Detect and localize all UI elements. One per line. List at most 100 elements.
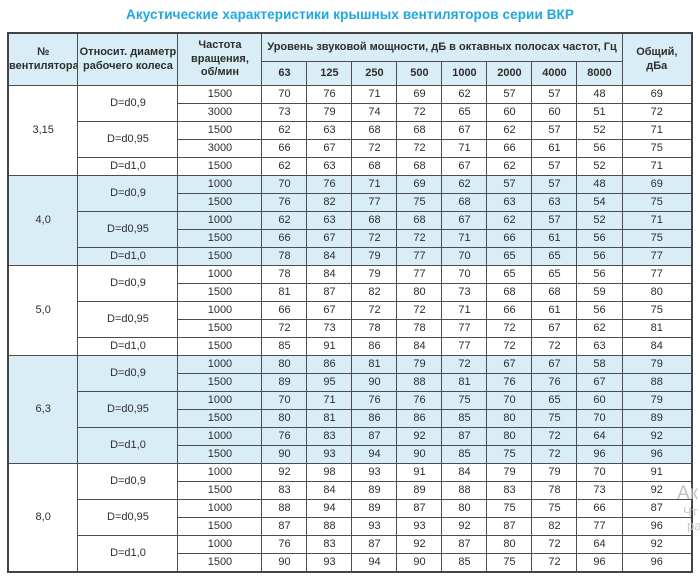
spl-value-cell: 78 bbox=[261, 247, 308, 266]
spl-value-cell: 90 bbox=[261, 445, 308, 464]
spl-value-cell: 67 bbox=[441, 157, 488, 176]
spl-value-cell: 68 bbox=[351, 211, 398, 230]
spl-value-cell: 88 bbox=[396, 373, 443, 392]
spl-value-cell: 87 bbox=[441, 535, 488, 554]
spl-value-cell: 80 bbox=[261, 409, 308, 428]
spl-value-cell: 62 bbox=[261, 157, 308, 176]
spl-value-cell: 67 bbox=[531, 355, 578, 374]
spl-value-cell: 61 bbox=[531, 229, 578, 248]
spl-value-cell: 93 bbox=[351, 517, 398, 536]
diameter-cell: D=d0,9 bbox=[77, 463, 179, 500]
spl-value-cell: 76 bbox=[396, 391, 443, 410]
total-level-cell: 84 bbox=[621, 337, 693, 356]
spl-value-cell: 80 bbox=[486, 427, 533, 446]
spl-value-cell: 64 bbox=[576, 427, 623, 446]
spl-value-cell: 73 bbox=[306, 319, 353, 338]
spl-value-cell: 71 bbox=[441, 229, 488, 248]
total-level-cell: 91 bbox=[621, 463, 693, 482]
spl-value-cell: 61 bbox=[531, 139, 578, 158]
spl-value-cell: 63 bbox=[306, 121, 353, 140]
spl-value-cell: 86 bbox=[396, 409, 443, 428]
spl-value-cell: 75 bbox=[531, 409, 578, 428]
fan-size-cell: 6,3 bbox=[7, 355, 79, 464]
spl-value-cell: 67 bbox=[531, 319, 578, 338]
table-header: № вентилятора Относит. диаметр рабочего … bbox=[7, 32, 693, 86]
total-level-cell: 69 bbox=[621, 175, 693, 194]
spl-value-cell: 72 bbox=[351, 301, 398, 320]
spl-value-cell: 62 bbox=[486, 211, 533, 230]
spl-value-cell: 74 bbox=[351, 103, 398, 122]
diameter-cell: D=d0,95 bbox=[77, 499, 179, 536]
spl-value-cell: 71 bbox=[351, 175, 398, 194]
total-level-cell: 96 bbox=[621, 553, 693, 573]
spl-value-cell: 67 bbox=[441, 211, 488, 230]
spl-value-cell: 77 bbox=[441, 319, 488, 338]
spl-value-cell: 62 bbox=[441, 175, 488, 194]
spl-value-cell: 76 bbox=[306, 175, 353, 194]
speed-cell: 1000 bbox=[177, 301, 263, 320]
spl-value-cell: 88 bbox=[441, 481, 488, 500]
spl-value-cell: 72 bbox=[351, 139, 398, 158]
spl-value-cell: 68 bbox=[396, 121, 443, 140]
diameter-cell: D=d0,9 bbox=[77, 355, 179, 392]
spl-value-cell: 60 bbox=[531, 103, 578, 122]
spl-value-cell: 81 bbox=[441, 373, 488, 392]
spl-value-cell: 94 bbox=[351, 445, 398, 464]
spl-value-cell: 73 bbox=[441, 283, 488, 302]
spl-value-cell: 92 bbox=[396, 427, 443, 446]
speed-cell: 1000 bbox=[177, 211, 263, 230]
spl-value-cell: 67 bbox=[306, 229, 353, 248]
table-row: 3,15 D=d0,9 1500 70 76 71 69 62 57 57 48 69 bbox=[7, 85, 693, 176]
header-frequency-250: 250 bbox=[351, 61, 398, 86]
spl-value-cell: 70 bbox=[576, 463, 623, 482]
spl-value-cell: 66 bbox=[261, 139, 308, 158]
speed-cell: 1500 bbox=[177, 517, 263, 536]
spl-value-cell: 76 bbox=[261, 427, 308, 446]
spl-value-cell: 96 bbox=[576, 445, 623, 464]
spl-value-cell: 83 bbox=[261, 481, 308, 500]
spl-value-cell: 67 bbox=[576, 373, 623, 392]
spl-value-cell: 48 bbox=[576, 175, 623, 194]
diameter-cell: D=d0,95 bbox=[77, 211, 179, 248]
speed-cell: 1500 bbox=[177, 319, 263, 338]
spl-value-cell: 61 bbox=[531, 301, 578, 320]
spl-value-cell: 67 bbox=[441, 121, 488, 140]
table-row: 1500 87 88 93 93 92 87 82 77 96 bbox=[8, 517, 693, 536]
spl-value-cell: 81 bbox=[261, 283, 308, 302]
speed-cell: 1500 bbox=[177, 85, 263, 104]
spl-value-cell: 57 bbox=[531, 211, 578, 230]
header-frequency-63: 63 bbox=[261, 61, 308, 86]
frequency-header-row: 63 125 250 500 1000 2000 4000 8000 bbox=[8, 61, 692, 86]
spl-value-cell: 66 bbox=[486, 301, 533, 320]
spl-value-cell: 88 bbox=[306, 517, 353, 536]
spl-value-cell: 91 bbox=[306, 337, 353, 356]
spl-value-cell: 92 bbox=[441, 517, 488, 536]
spl-value-cell: 89 bbox=[351, 481, 398, 500]
spl-value-cell: 68 bbox=[396, 211, 443, 230]
total-level-cell: 92 bbox=[621, 481, 693, 500]
spl-value-cell: 90 bbox=[396, 553, 443, 573]
spl-value-cell: 62 bbox=[576, 319, 623, 338]
spl-value-cell: 96 bbox=[576, 553, 623, 573]
total-level-cell: 72 bbox=[621, 103, 693, 122]
diameter-cell: D=d0,95 bbox=[77, 391, 179, 428]
diameter-cell: D=d1,0 bbox=[77, 427, 179, 464]
total-level-cell: 92 bbox=[621, 535, 693, 554]
fan-size-cell: 8,0 bbox=[7, 463, 79, 573]
speed-cell: 1500 bbox=[177, 445, 263, 464]
table-row: 1500 90 93 94 90 85 75 72 96 96 bbox=[8, 553, 693, 573]
total-level-cell: 75 bbox=[621, 139, 693, 158]
spl-value-cell: 72 bbox=[396, 301, 443, 320]
table-row: D=d1,0 1500 85 91 86 84 77 72 72 63 84 bbox=[8, 337, 693, 356]
spl-value-cell: 65 bbox=[531, 265, 578, 284]
speed-cell: 1500 bbox=[177, 337, 263, 356]
spl-value-cell: 68 bbox=[531, 283, 578, 302]
spl-value-cell: 52 bbox=[576, 211, 623, 230]
spl-value-cell: 72 bbox=[531, 445, 578, 464]
spl-value-cell: 87 bbox=[306, 283, 353, 302]
spl-value-cell: 69 bbox=[396, 85, 443, 104]
spl-value-cell: 76 bbox=[306, 85, 353, 104]
speed-cell: 1500 bbox=[177, 481, 263, 500]
header-total: Общий, дБа bbox=[621, 32, 693, 86]
spl-value-cell: 72 bbox=[396, 229, 443, 248]
